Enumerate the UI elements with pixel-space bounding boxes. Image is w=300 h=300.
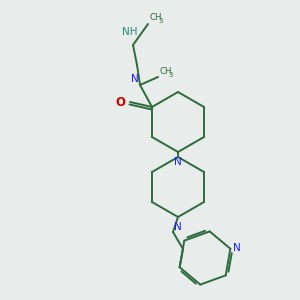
- Text: O: O: [115, 95, 125, 109]
- Text: 3: 3: [158, 18, 162, 24]
- Text: N: N: [174, 222, 182, 232]
- Text: CH: CH: [149, 13, 161, 22]
- Text: CH: CH: [159, 67, 172, 76]
- Text: 3: 3: [168, 72, 172, 78]
- Text: NH: NH: [122, 27, 138, 37]
- Text: N: N: [233, 243, 241, 253]
- Text: N: N: [174, 157, 182, 167]
- Text: N: N: [131, 74, 139, 84]
